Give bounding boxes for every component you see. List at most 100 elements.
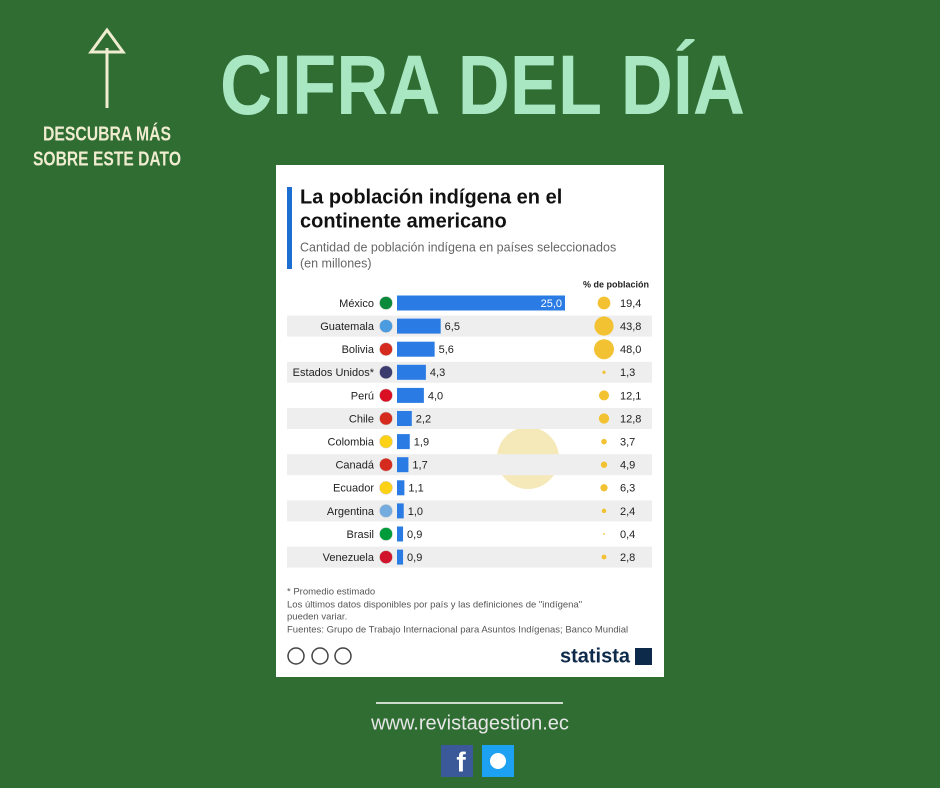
flag (379, 527, 393, 541)
share-bubble (598, 390, 610, 401)
value-label: 2,2 (416, 413, 431, 425)
row-band (287, 546, 652, 568)
flag (379, 296, 393, 310)
arrow-head (88, 27, 126, 54)
row-band (287, 315, 652, 337)
link-text[interactable]: SOBRE ESTE DATO (33, 148, 181, 170)
value-label: 1,0 (408, 506, 423, 518)
share-bubble (597, 296, 611, 310)
bar (397, 387, 424, 403)
share-bubble (598, 413, 610, 424)
category-label: Bolivia (342, 344, 375, 356)
title-accent (287, 187, 292, 269)
footnote: Los últimos datos disponibles por país y… (287, 600, 582, 611)
bar (397, 295, 565, 311)
category-label: Venezuela (323, 552, 375, 564)
chart-title: continente americano (300, 210, 507, 232)
category-label: Colombia (328, 437, 375, 449)
category-label: Canadá (335, 460, 374, 472)
chart-title: La población indígena en el (300, 186, 562, 208)
row-band (287, 500, 652, 522)
share-bubble (600, 484, 608, 492)
category-label: Guatemala (320, 321, 375, 333)
share-label: 6,3 (620, 483, 635, 495)
brand-logo (635, 648, 652, 665)
category-label: México (339, 298, 374, 310)
flag (379, 388, 393, 403)
share-label: 0,4 (620, 529, 635, 541)
value-label: 0,9 (407, 552, 422, 564)
value-label: 0,9 (407, 529, 422, 541)
category-label: Brasil (346, 529, 374, 541)
category-label: Ecuador (333, 483, 374, 495)
value-label: 1,1 (408, 483, 423, 495)
value-label: 6,5 (445, 321, 460, 333)
share-label: 3,7 (620, 437, 635, 449)
flag (379, 365, 393, 380)
rows: México 25,0 19,4 Guatemala 6,5 43,8 Bolivia 5,6… (287, 295, 652, 568)
row-band (287, 361, 652, 383)
bar (397, 526, 404, 542)
value-label: 25,0 (541, 298, 562, 310)
share-bubble (601, 508, 607, 514)
share-label: 2,4 (620, 506, 635, 518)
flag (379, 411, 393, 426)
bar (397, 434, 410, 450)
share-label: 2,8 (620, 552, 635, 564)
share-label: 12,8 (620, 413, 641, 425)
bar (397, 364, 426, 380)
flag (379, 504, 393, 518)
site-url[interactable]: www.revistagestion.ec (370, 712, 569, 734)
value-label: 5,6 (439, 344, 454, 356)
twitter-glyph (490, 753, 506, 769)
share-label: 1,3 (620, 367, 635, 379)
share-bubble (594, 316, 614, 336)
bar (397, 411, 412, 426)
value-label: 1,7 (412, 460, 427, 472)
license-icons (287, 647, 352, 665)
brand: statista (560, 645, 631, 667)
share-bubble (601, 438, 607, 445)
share-label: 12,1 (620, 390, 641, 402)
value-label: 4,0 (428, 390, 443, 402)
share-bubble (600, 461, 608, 468)
row-band (287, 454, 652, 476)
category-label: Estados Unidos* (293, 367, 375, 379)
bar (397, 549, 404, 565)
flag (379, 434, 393, 449)
bar (397, 503, 404, 519)
bar (397, 318, 441, 334)
page-title: CIFRA DEL DÍA (220, 38, 745, 132)
footnote: * Promedio estimado (287, 587, 375, 598)
flag (379, 342, 393, 356)
bar (397, 480, 405, 496)
flag (379, 481, 393, 495)
footnote: Fuentes: Grupo de Trabajo Internacional … (287, 625, 628, 636)
flag (379, 457, 393, 472)
facebook-glyph: f (456, 746, 466, 777)
flag (379, 550, 393, 564)
share-header: % de población (583, 279, 649, 289)
flag (379, 319, 393, 333)
chart-subtitle: (en millones) (300, 256, 372, 270)
category-label: Chile (349, 413, 374, 425)
share-label: 19,4 (620, 298, 641, 310)
chart-subtitle: Cantidad de población indígena en países… (300, 240, 616, 254)
value-label: 1,9 (414, 437, 429, 449)
share-bubble (601, 554, 607, 560)
share-label: 43,8 (620, 321, 641, 333)
share-label: 4,9 (620, 460, 635, 472)
bar (397, 341, 435, 357)
bar (397, 457, 409, 473)
value-label: 4,3 (430, 367, 445, 379)
footnote: pueden variar. (287, 612, 347, 623)
category-label: Argentina (327, 506, 375, 518)
share-bubble (602, 370, 606, 374)
link-text[interactable]: DESCUBRA MÁS (43, 122, 171, 145)
share-bubble (603, 533, 605, 535)
row-band (287, 408, 652, 429)
share-bubble (594, 339, 614, 360)
category-label: Perú (351, 390, 374, 402)
facebook-icon[interactable] (441, 745, 473, 777)
